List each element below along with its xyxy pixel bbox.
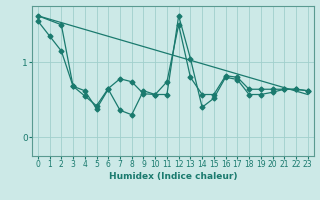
X-axis label: Humidex (Indice chaleur): Humidex (Indice chaleur)	[108, 172, 237, 181]
